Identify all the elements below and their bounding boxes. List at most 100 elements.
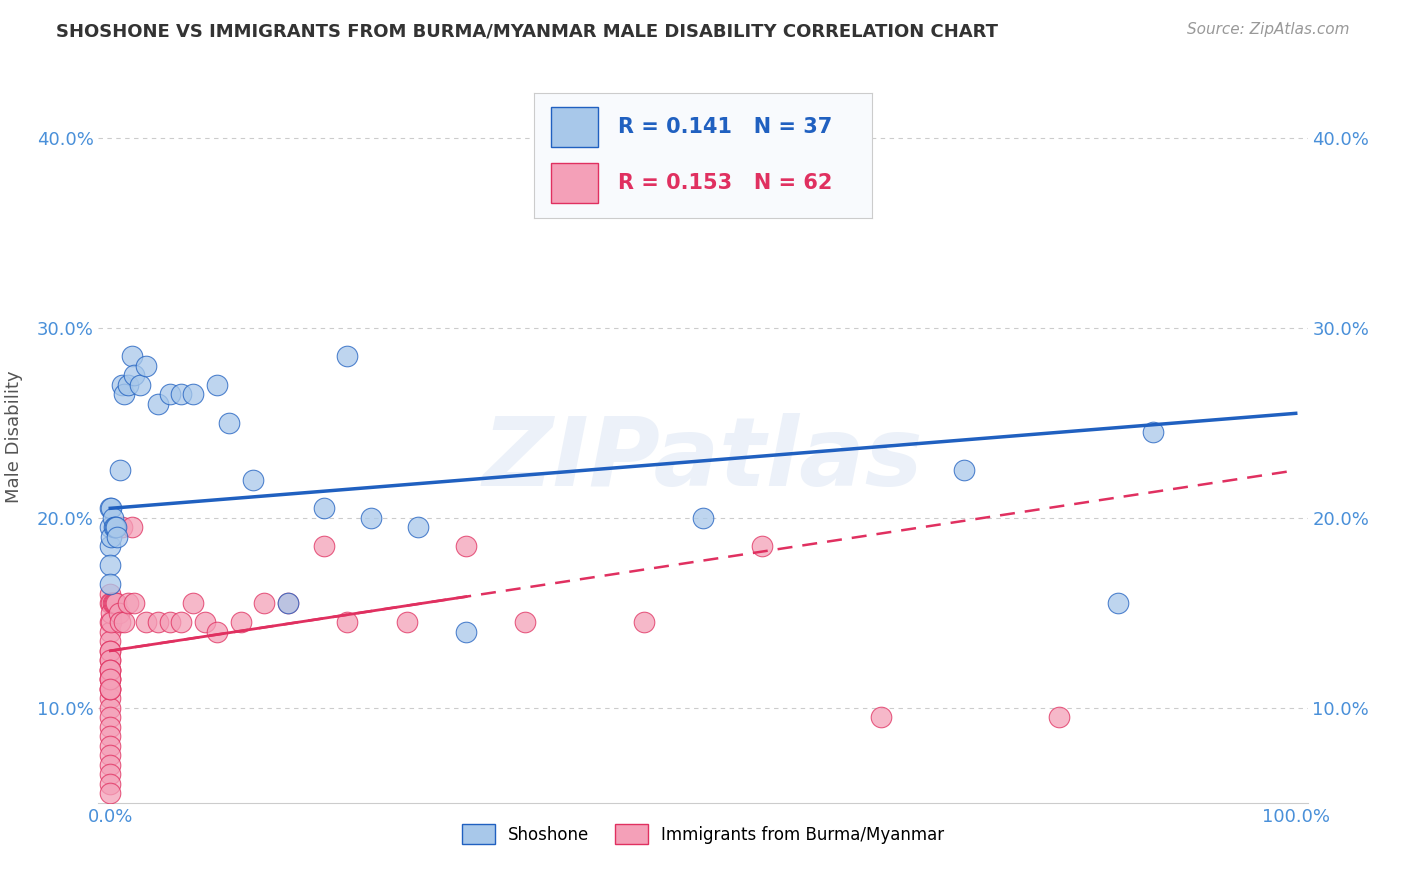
Point [121, 349, 143, 363]
Point [100, 615, 122, 630]
Point [408, 520, 430, 534]
Point [114, 615, 136, 630]
Point [98, 786, 121, 800]
Point [122, 368, 145, 383]
Point [98, 720, 121, 734]
Point [135, 615, 157, 630]
Point [100, 501, 122, 516]
Point [101, 596, 124, 610]
Point [98, 644, 121, 658]
Point [103, 520, 125, 534]
Point [98, 653, 121, 667]
Point [108, 615, 131, 630]
Point [395, 615, 418, 630]
Point [229, 615, 252, 630]
Point [98, 681, 121, 696]
Point [194, 615, 217, 630]
Point [105, 530, 128, 544]
Point [454, 624, 477, 639]
Point [103, 596, 125, 610]
Point [205, 624, 228, 639]
Point [181, 387, 204, 401]
Point [170, 615, 193, 630]
Point [98, 739, 121, 753]
Point [146, 615, 169, 630]
Point [98, 729, 121, 743]
Point [100, 606, 122, 620]
Point [98, 587, 121, 601]
Point [336, 615, 359, 630]
Point [312, 539, 335, 553]
Point [633, 615, 655, 630]
Point [98, 757, 121, 772]
Point [454, 539, 477, 553]
Point [98, 767, 121, 781]
Point [104, 596, 127, 610]
Point [108, 463, 131, 477]
Point [98, 653, 121, 667]
Point [111, 377, 134, 392]
Point [100, 530, 122, 544]
Point [111, 520, 134, 534]
Point [98, 663, 121, 677]
Point [98, 577, 121, 591]
Point [101, 511, 124, 525]
Point [135, 359, 157, 373]
Point [98, 673, 121, 687]
Point [98, 673, 121, 687]
Point [114, 387, 136, 401]
Point [100, 596, 122, 610]
Point [98, 663, 121, 677]
Point [98, 644, 121, 658]
Point [1107, 596, 1129, 610]
Point [360, 511, 382, 525]
Point [1047, 710, 1070, 724]
Point [515, 615, 537, 630]
Point [105, 596, 128, 610]
Point [98, 701, 121, 715]
Point [159, 615, 181, 630]
Point [98, 520, 121, 534]
Point [129, 377, 152, 392]
Point [98, 596, 121, 610]
Point [98, 539, 121, 553]
Point [117, 377, 139, 392]
Point [98, 501, 121, 516]
Point [105, 520, 128, 534]
Point [122, 596, 145, 610]
Point [253, 596, 276, 610]
Point [146, 397, 169, 411]
Y-axis label: Male Disability: Male Disability [4, 371, 22, 503]
Point [98, 615, 121, 630]
Point [312, 501, 335, 516]
Point [104, 520, 127, 534]
Point [98, 558, 121, 573]
Point [751, 539, 773, 553]
Point [336, 349, 359, 363]
Point [170, 387, 193, 401]
Text: ZIPatlas: ZIPatlas [482, 412, 924, 506]
Point [98, 624, 121, 639]
Legend: Shoshone, Immigrants from Burma/Myanmar: Shoshone, Immigrants from Burma/Myanmar [444, 808, 962, 860]
Point [98, 673, 121, 687]
Point [98, 691, 121, 706]
Point [121, 520, 143, 534]
Point [277, 596, 299, 610]
Point [98, 748, 121, 763]
Point [98, 681, 121, 696]
Point [205, 377, 228, 392]
Point [159, 387, 181, 401]
Point [1142, 425, 1164, 440]
Point [98, 663, 121, 677]
Point [869, 710, 891, 724]
Point [242, 473, 264, 487]
Point [952, 463, 974, 477]
Point [98, 681, 121, 696]
Point [218, 416, 240, 430]
Point [277, 596, 299, 610]
Point [692, 511, 714, 525]
Point [107, 606, 129, 620]
Point [117, 596, 139, 610]
Point [98, 710, 121, 724]
Text: Source: ZipAtlas.com: Source: ZipAtlas.com [1187, 22, 1350, 37]
